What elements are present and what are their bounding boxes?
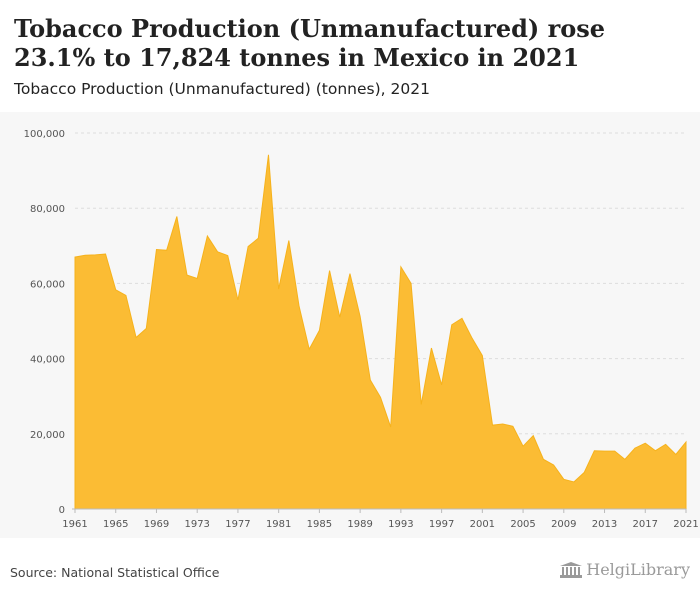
x-tick-label: 1977 (225, 519, 250, 530)
x-tick-label: 1969 (144, 519, 169, 530)
x-tick-label: 2009 (551, 519, 576, 530)
y-tick-label: 20,000 (30, 430, 65, 441)
x-tick-label: 2013 (592, 519, 617, 530)
x-tick-label: 1997 (429, 519, 454, 530)
y-tick-label: 100,000 (24, 129, 65, 140)
brand-name: HelgiLibrary (586, 560, 690, 579)
chart-subtitle: Tobacco Production (Unmanufactured) (ton… (14, 80, 430, 98)
x-tick-label: 2005 (510, 519, 535, 530)
y-tick-label: 60,000 (30, 279, 65, 290)
x-tick-label: 1993 (388, 519, 413, 530)
y-tick-label: 80,000 (30, 204, 65, 215)
x-tick-label: 1961 (62, 519, 87, 530)
x-tick-label: 2017 (633, 519, 658, 530)
area-series (74, 154, 687, 510)
x-tick-label: 1981 (266, 519, 291, 530)
area-chart: 0 20,000 40,000 60,000 80,000 100,000 1961 1965… (24, 129, 699, 530)
y-tick-label: 40,000 (30, 355, 65, 366)
library-building-icon (560, 561, 583, 578)
x-tick-label: 1989 (347, 519, 372, 530)
source-note: Source: National Statistical Office (10, 565, 220, 580)
y-tick-label: 0 (59, 505, 65, 516)
x-tick-label: 2021 (673, 519, 698, 530)
x-tick-label: 1985 (307, 519, 332, 530)
chart-title: Tobacco Production (Unmanufactured) rose… (14, 14, 606, 72)
x-tick-label: 2001 (470, 519, 495, 530)
x-tick-label: 1973 (184, 519, 209, 530)
x-tick-label: 1965 (103, 519, 128, 530)
chart-panel: 0 20,000 40,000 60,000 80,000 100,000 1961 1965… (0, 112, 700, 538)
brand-logo: HelgiLibrary (560, 560, 690, 579)
